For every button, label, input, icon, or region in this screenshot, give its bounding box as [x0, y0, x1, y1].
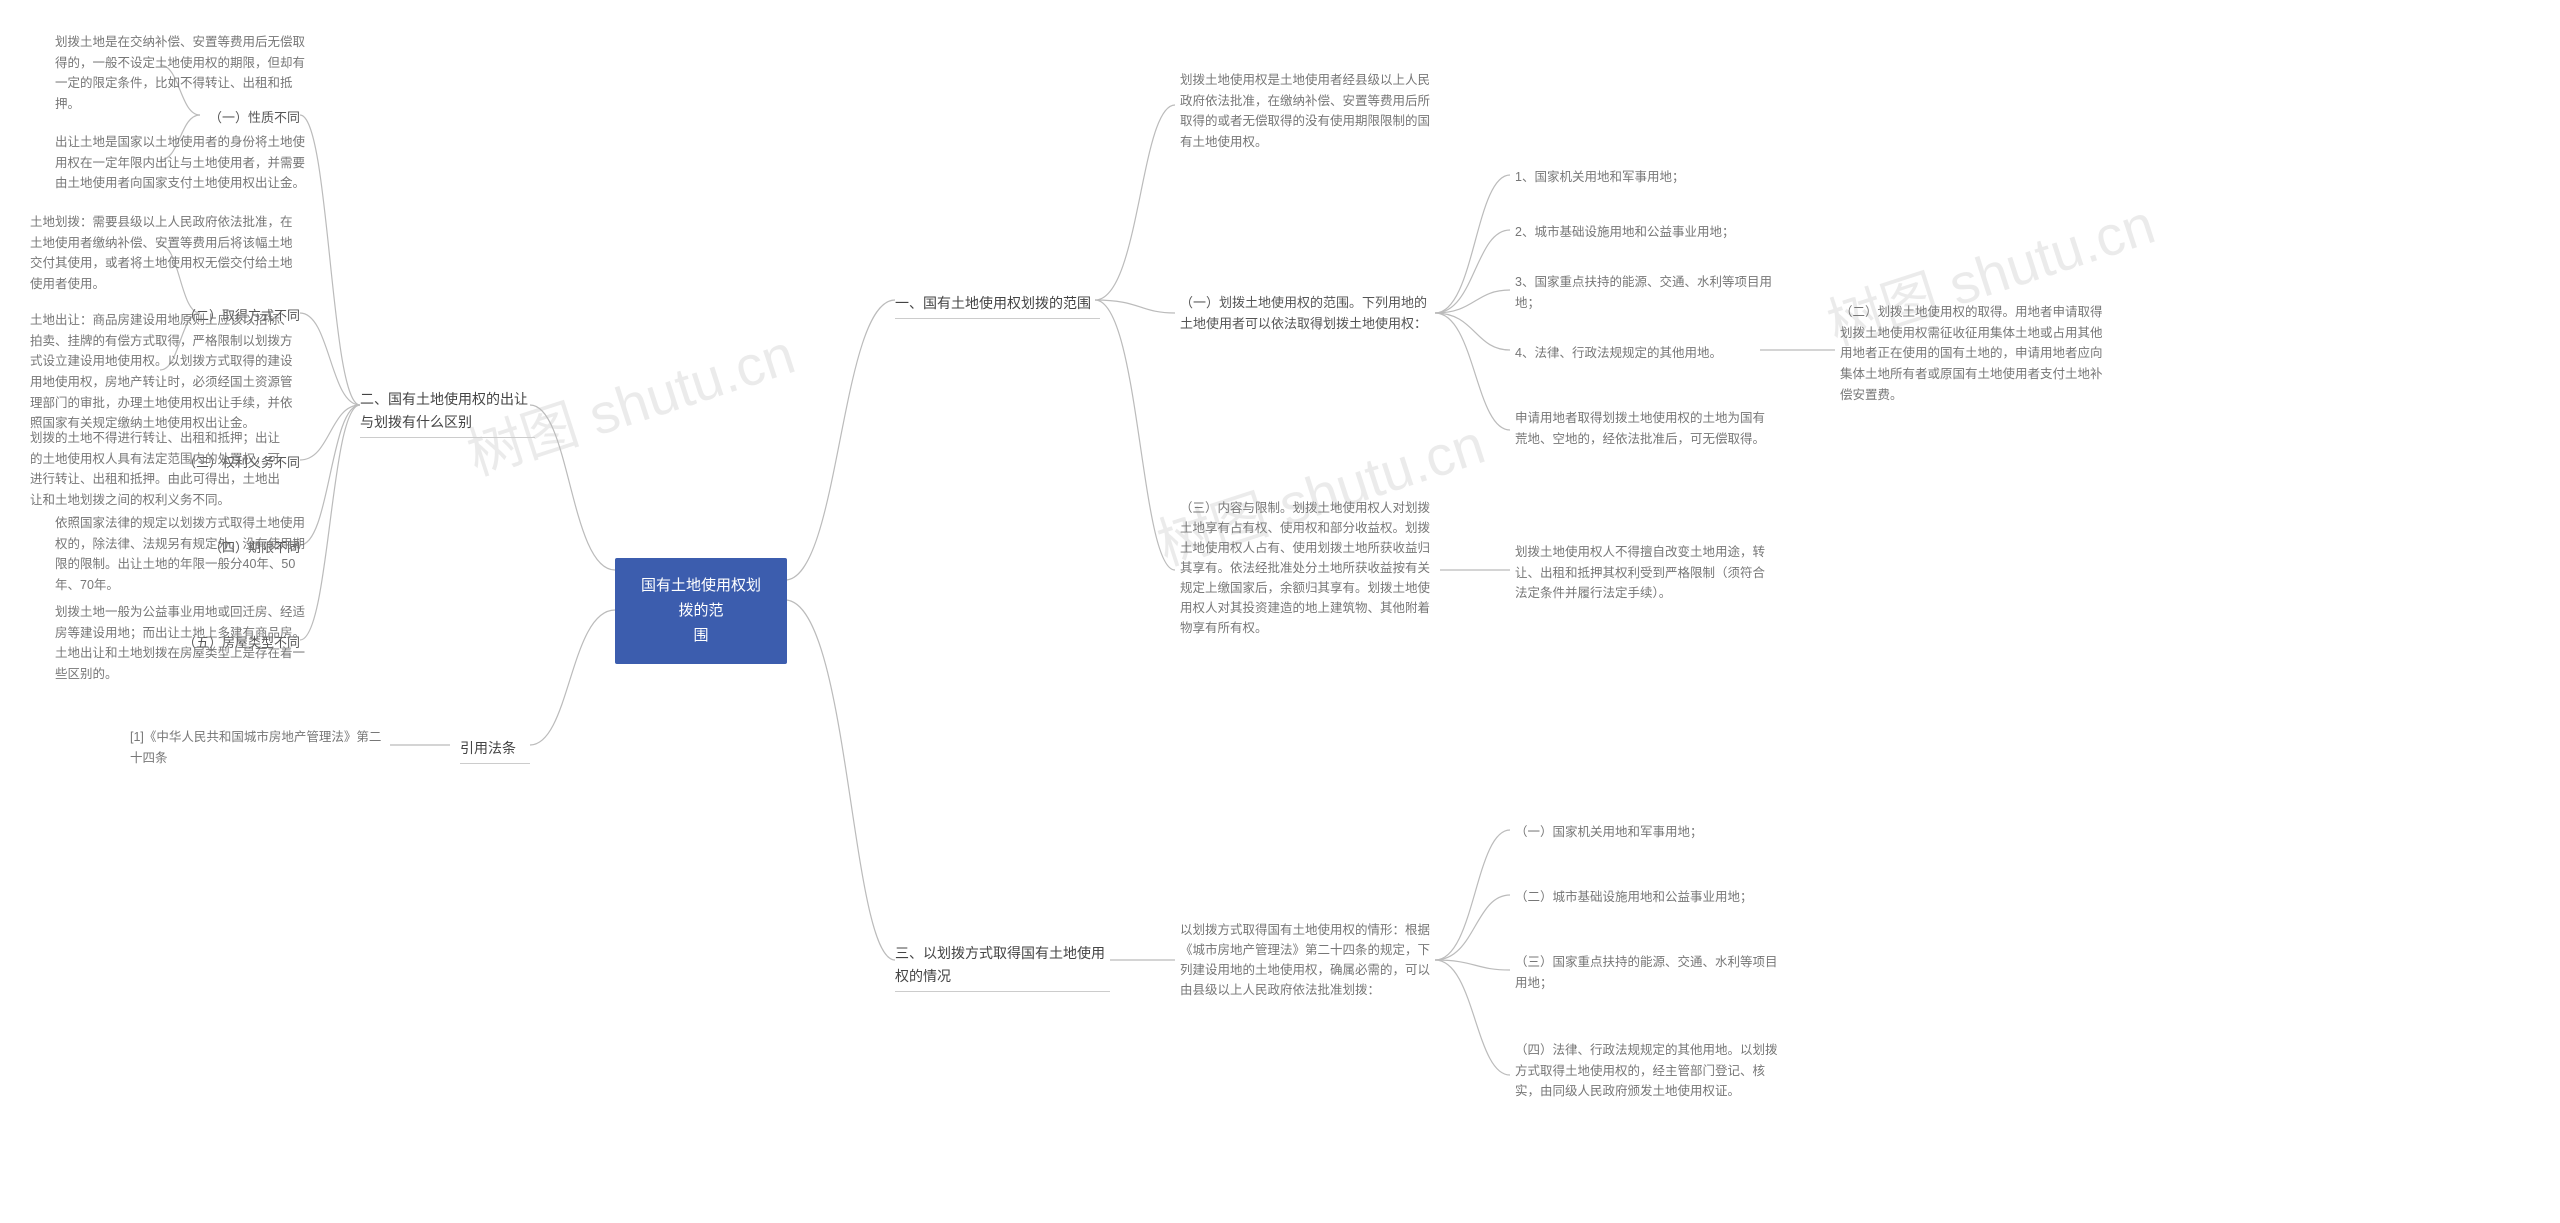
s3-item-4: （四）法律、行政法规规定的其他用地。以划拨方式取得土地使用权的，经主管部门登记、… — [1515, 1040, 1785, 1102]
section-3-intro: 以划拨方式取得国有土地使用权的情形：根据《城市房地产管理法》第二十四条的规定，下… — [1180, 920, 1440, 1000]
center-topic: 国有土地使用权划拨的范围 — [615, 558, 787, 664]
refs-item: [1]《中华人民共和国城市房地产管理法》第二十四条 — [130, 727, 390, 768]
center-title: 国有土地使用权划拨的范围 — [641, 577, 761, 644]
section-3-title: 三、以划拨方式取得国有土地使用权的情况 — [895, 942, 1110, 992]
section-1-restrict: 划拨土地使用权人不得擅自改变土地用途，转让、出租和抵押其权利受到严格限制（须符合… — [1515, 542, 1775, 604]
scope-item-2: 2、城市基础设施用地和公益事业用地； — [1515, 222, 1765, 243]
diff-2-b: 土地出让：商品房建设用地原则上应该以招标、拍卖、挂牌的有偿方式取得，严格限制以划… — [30, 310, 295, 434]
diff-4-text: 依照国家法律的规定以划拨方式取得土地使用权的，除法律、法规另有规定外，没有使用期… — [55, 513, 315, 596]
diff-2-a: 土地划拨：需要县级以上人民政府依法批准，在土地使用者缴纳补偿、安置等费用后将该幅… — [30, 212, 295, 295]
section-1-title: 一、国有土地使用权划拨的范围 — [895, 292, 1100, 319]
scope-item-4: 4、法律、行政法规规定的其他用地。 — [1515, 343, 1745, 364]
diff-3-text: 划拨的土地不得进行转让、出租和抵押；出让的土地使用权人具有法定范围内的处置权，可… — [30, 428, 290, 511]
s3-item-1: （一）国家机关用地和军事用地； — [1515, 822, 1765, 843]
diff-1-b: 出让土地是国家以土地使用者的身份将土地使用权在一定年限内出让与土地使用者，并需要… — [55, 132, 315, 194]
section-1-scope-header: （一）划拨土地使用权的范围。下列用地的土地使用者可以依法取得划拨土地使用权： — [1180, 292, 1435, 335]
scope-acquire: （二）划拨土地使用权的取得。用地者申请取得划拨土地使用权需征收征用集体土地或占用… — [1840, 302, 2110, 405]
scope-item-1: 1、国家机关用地和军事用地； — [1515, 167, 1755, 188]
s3-item-2: （二）城市基础设施用地和公益事业用地； — [1515, 887, 1785, 908]
diff-1-a: 划拨土地是在交纳补偿、安置等费用后无偿取得的，一般不设定土地使用权的期限，但却有… — [55, 32, 315, 115]
section-1-intro: 划拨土地使用权是土地使用者经县级以上人民政府依法批准，在缴纳补偿、安置等费用后所… — [1180, 70, 1440, 153]
scope-item-3: 3、国家重点扶持的能源、交通、水利等项目用地； — [1515, 272, 1775, 313]
refs-title: 引用法条 — [460, 737, 530, 764]
section-1-content-header: （三）内容与限制。划拨土地使用权人对划拨土地享有占有权、使用权和部分收益权。划拨… — [1180, 498, 1440, 638]
s3-item-3: （三）国家重点扶持的能源、交通、水利等项目用地； — [1515, 952, 1785, 993]
scope-barren: 申请用地者取得划拨土地使用权的土地为国有荒地、空地的，经依法批准后，可无偿取得。 — [1515, 408, 1775, 449]
section-2-title: 二、国有土地使用权的出让与划拨有什么区别 — [360, 388, 535, 438]
diff-5-text: 划拨土地一般为公益事业用地或回迁房、经适房等建设用地；而出让土地上多建有商品房。… — [55, 602, 315, 685]
